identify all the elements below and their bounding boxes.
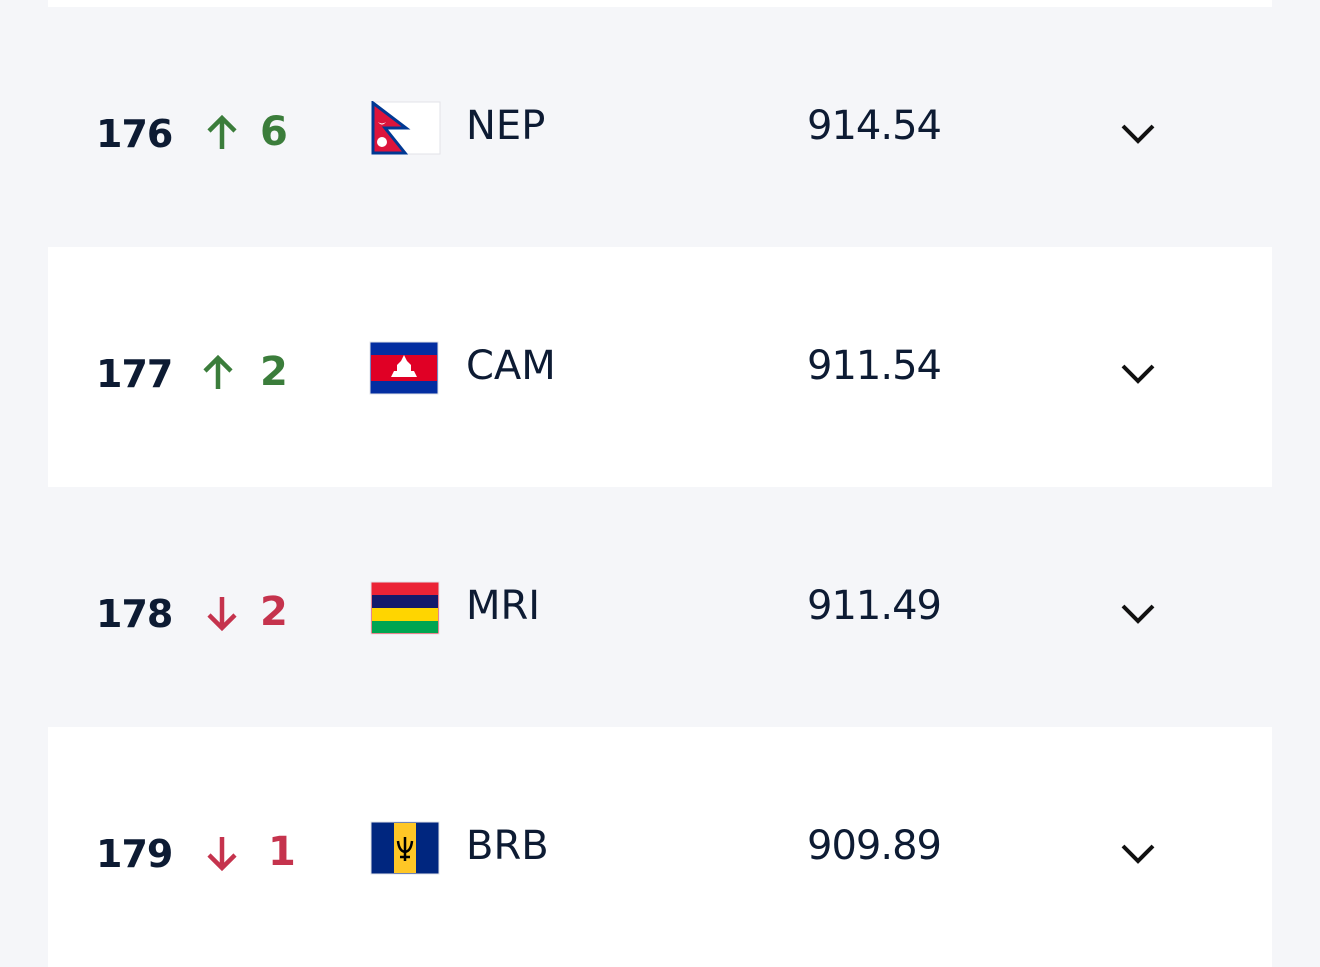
rank-change: 2: [260, 349, 288, 395]
rank: 178: [96, 592, 173, 636]
flag: [371, 101, 441, 155]
flag: [370, 821, 440, 875]
previous-row: [48, 0, 1272, 7]
arrow-up: [207, 114, 237, 149]
expand-chevron[interactable]: [1118, 594, 1158, 634]
expand-chevron[interactable]: [1118, 354, 1158, 394]
points: 914.54: [807, 103, 942, 149]
ranking-row[interactable]: 177 2 CAM 911.54: [48, 247, 1272, 487]
country-code: NEP: [466, 103, 546, 149]
arrow-down: [207, 597, 237, 632]
points: 911.49: [807, 583, 942, 629]
rank-change: 1: [268, 829, 296, 875]
page: {"rows": [ {"rank": 176, "change": 6, "c…: [48, 0, 1272, 967]
ranking-row[interactable]: 178 2 MRI 911.49: [48, 487, 1272, 727]
points: 909.89: [807, 823, 942, 869]
arrow-up: [203, 354, 233, 389]
flag: [369, 341, 439, 395]
country-code: BRB: [466, 823, 549, 869]
rank: 176: [96, 112, 173, 156]
country-code: CAM: [466, 343, 556, 389]
rank: 179: [96, 832, 173, 876]
points: 911.54: [807, 343, 942, 389]
expand-chevron[interactable]: [1118, 834, 1158, 874]
expand-chevron[interactable]: [1118, 114, 1158, 154]
ranking-row[interactable]: 179 1 BRB 909.89: [48, 727, 1272, 967]
country-code: MRI: [466, 583, 541, 629]
ranking-table: 176 6 NEP 914.54 177 2 CAM 911.54 178 2: [48, 0, 1272, 967]
rank-change: 2: [260, 589, 288, 635]
ranking-row[interactable]: 176 6 NEP 914.54: [48, 7, 1272, 247]
rank: 177: [96, 352, 173, 396]
arrow-down: [207, 837, 237, 872]
rank-change: 6: [260, 109, 288, 155]
flag: [370, 581, 440, 635]
